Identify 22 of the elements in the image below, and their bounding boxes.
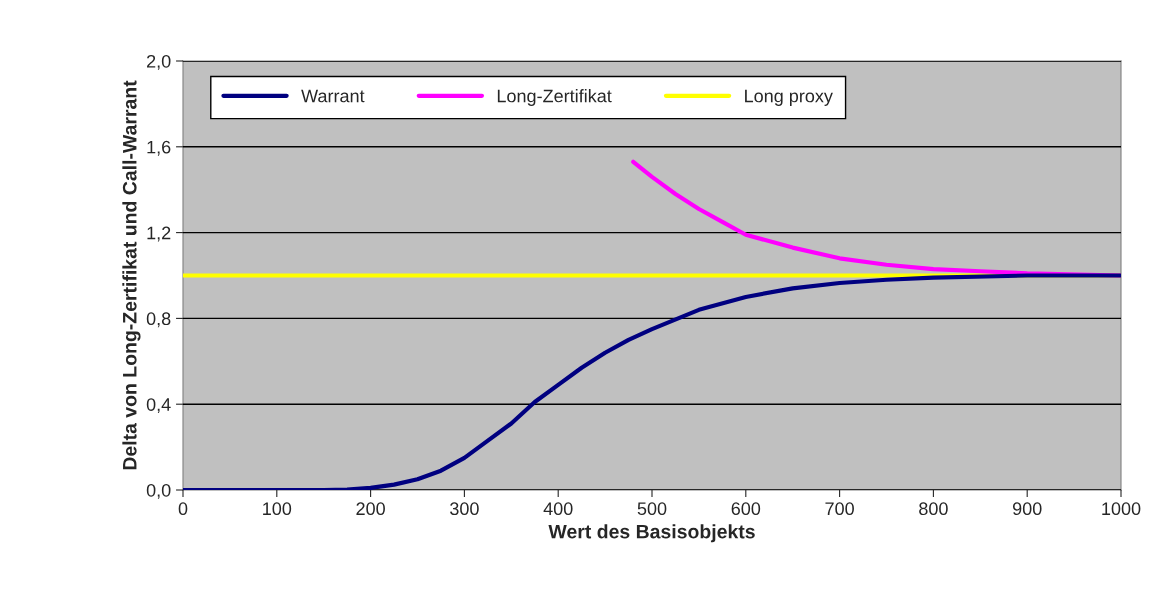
legend-label: Long-Zertifikat [497, 89, 612, 106]
y-tick-label: 1,2 [147, 226, 171, 242]
x-tick-label: 200 [356, 502, 385, 516]
y-axis-title: Delta von Long-Zertifikat und Call-Warrant [122, 80, 141, 470]
x-tick-label: 900 [1012, 502, 1042, 516]
y-tick-label: 0,0 [146, 483, 171, 499]
x-tick-label: 100 [263, 502, 292, 516]
y-tick-label: 1,6 [147, 140, 171, 156]
x-tick-label: 1000 [1102, 502, 1141, 516]
x-tick-label: 0 [178, 502, 188, 516]
y-tick-label: 0,4 [146, 398, 171, 414]
y-tick-label: 2,0 [147, 54, 171, 70]
legend-label: Warrant [301, 89, 365, 103]
x-tick-label: 600 [731, 502, 761, 516]
legend-label: Long proxy [745, 89, 833, 106]
x-tick-label: 700 [825, 502, 854, 516]
x-tick-label: 300 [450, 502, 479, 516]
x-tick-label: 500 [637, 502, 667, 516]
y-tick-label: 0,8 [146, 312, 171, 328]
x-axis-title: Wert des Basisobjekts [548, 524, 755, 543]
x-tick-label: 400 [543, 502, 573, 516]
x-tick-label: 800 [919, 502, 948, 516]
